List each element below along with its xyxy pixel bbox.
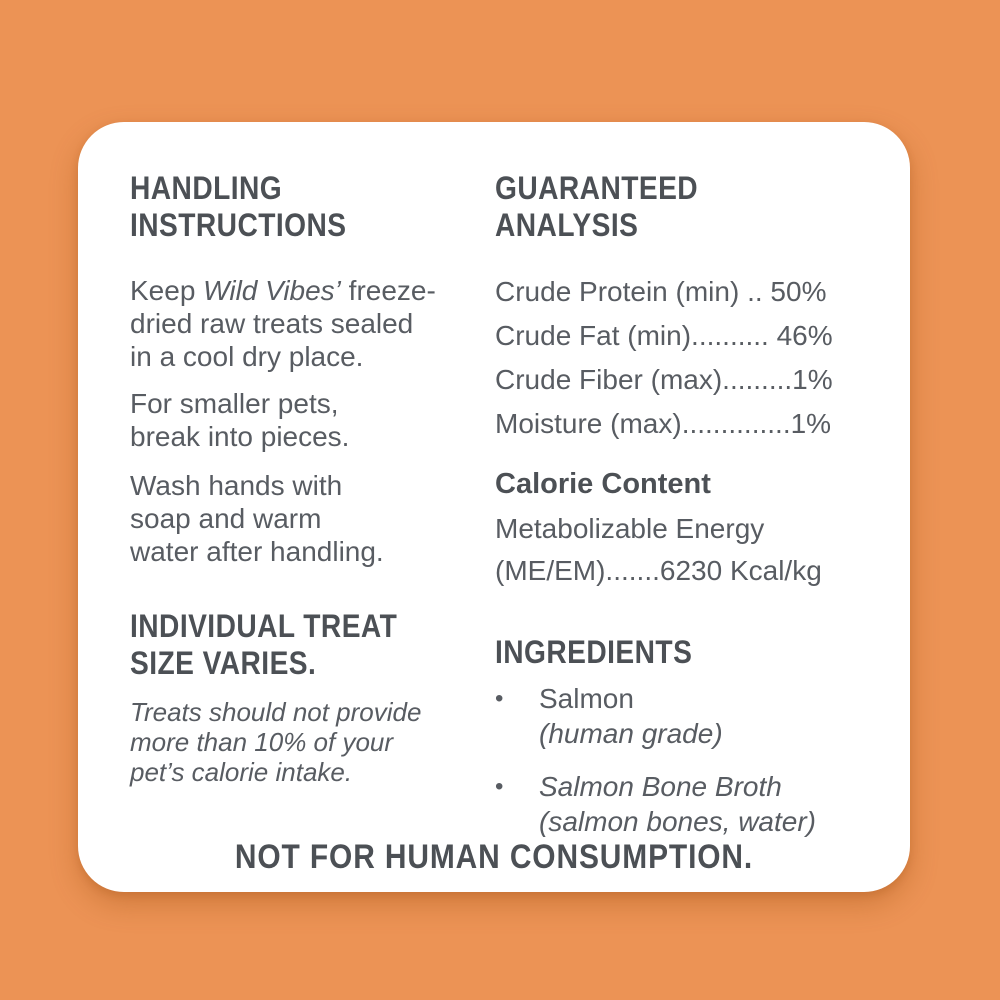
ingredient-name: Salmon Bone Broth (539, 771, 782, 802)
analysis-row-crude-protein: Crude Protein (min) .. 50% (495, 276, 827, 307)
treat-size-note: Treats should not provide more than 10% … (130, 697, 422, 787)
ingredient-detail: (human grade) (539, 718, 723, 749)
analysis-column: GUARANTEED ANALYSIS Crude Protein (min) … (495, 170, 895, 839)
ingredient-item-salmon-bone-broth: • Salmon Bone Broth (salmon bones, water… (495, 769, 895, 839)
ingredient-text: Salmon (human grade) (539, 681, 723, 751)
handling-paragraph-smaller-pets: For smaller pets, break into pieces. (130, 388, 350, 452)
label-card: HANDLING INSTRUCTIONS Keep Wild Vibes’ f… (78, 122, 910, 892)
handling-paragraph-storage: Keep Wild Vibes’ freeze- dried raw treat… (130, 274, 482, 373)
analysis-row-crude-fat: Crude Fat (min).......... 46% (495, 320, 833, 351)
ingredients-title: INGREDIENTS (495, 634, 693, 670)
guaranteed-analysis-title: GUARANTEED ANALYSIS (495, 170, 699, 243)
calorie-content-value: Metabolizable Energy (ME/EM).......6230 … (495, 513, 822, 586)
ingredient-text: Salmon Bone Broth (salmon bones, water) (539, 769, 816, 839)
brand-name: Wild Vibes’ (203, 275, 341, 306)
calorie-content-title: Calorie Content (495, 468, 711, 500)
ingredient-item-salmon: • Salmon (human grade) (495, 681, 895, 751)
handling-instructions-title: HANDLING INSTRUCTIONS (130, 170, 347, 243)
ingredients-list: • Salmon (human grade) • Salmon Bone Bro… (495, 681, 895, 839)
storage-text-suffix: freeze- dried raw treats sealed in a coo… (130, 275, 436, 372)
bullet-icon: • (495, 773, 504, 800)
bullet-icon: • (495, 685, 504, 712)
handling-paragraph-wash-hands: Wash hands with soap and warm water afte… (130, 470, 384, 567)
ingredient-detail: (salmon bones, water) (539, 806, 817, 837)
not-for-human-consumption-warning: NOT FOR HUMAN CONSUMPTION. (234, 838, 754, 876)
storage-text-prefix: Keep (130, 275, 204, 306)
treat-size-title: INDIVIDUAL TREAT SIZE VARIES. (130, 608, 398, 681)
ingredient-name: Salmon (539, 683, 634, 714)
handling-column: HANDLING INSTRUCTIONS Keep Wild Vibes’ f… (130, 170, 482, 787)
guaranteed-analysis-table: Crude Protein (min) .. 50% Crude Fat (mi… (495, 270, 895, 446)
analysis-row-crude-fiber: Crude Fiber (max).........1% (495, 364, 833, 395)
analysis-row-moisture: Moisture (max)..............1% (495, 408, 832, 439)
